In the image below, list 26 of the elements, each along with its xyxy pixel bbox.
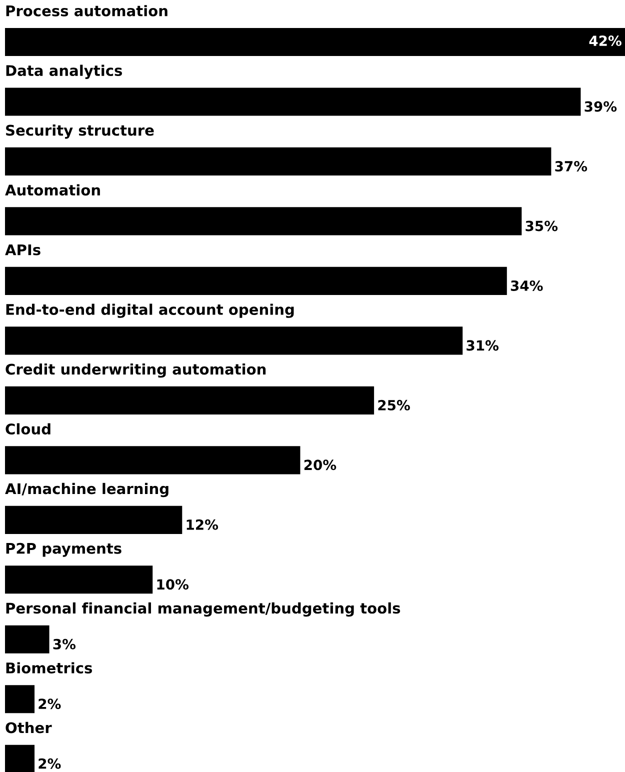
- data-label: 42%: [589, 36, 622, 46]
- data-label: 10%: [157, 579, 189, 590]
- data-label: 37%: [555, 160, 588, 172]
- data-label: 3%: [53, 638, 76, 650]
- y-tick-label: Other: [6, 722, 52, 734]
- data-label: 2%: [38, 698, 61, 710]
- y-tick-label: APIs: [5, 244, 40, 256]
- y-tick-label: Credit underwriting automation: [6, 363, 266, 378]
- y-tick-label: Security structure: [6, 124, 154, 139]
- y-tick-label: Process automation: [6, 5, 168, 16]
- y-tick-label: Cloud: [6, 423, 50, 435]
- data-label: 20%: [304, 460, 336, 470]
- data-label: 39%: [584, 101, 617, 112]
- data-label: 2%: [38, 758, 61, 769]
- data-label: 12%: [186, 519, 218, 530]
- y-tick-label: Biometrics: [6, 662, 92, 674]
- y-tick-label: Personal financial management/budgeting tools: [6, 602, 400, 617]
- y-tick-label: End-to-end digital account opening: [6, 304, 294, 318]
- data-label: 31%: [466, 340, 499, 351]
- data-label: 35%: [526, 220, 558, 232]
- y-tick-label: Automation: [5, 184, 100, 196]
- data-label: 25%: [378, 400, 410, 410]
- data-label: 34%: [510, 280, 543, 291]
- y-tick-label: P2P payments: [6, 542, 122, 557]
- y-tick-label: AI/machine learning: [5, 482, 168, 498]
- y-tick-label: Data analytics: [6, 64, 122, 79]
